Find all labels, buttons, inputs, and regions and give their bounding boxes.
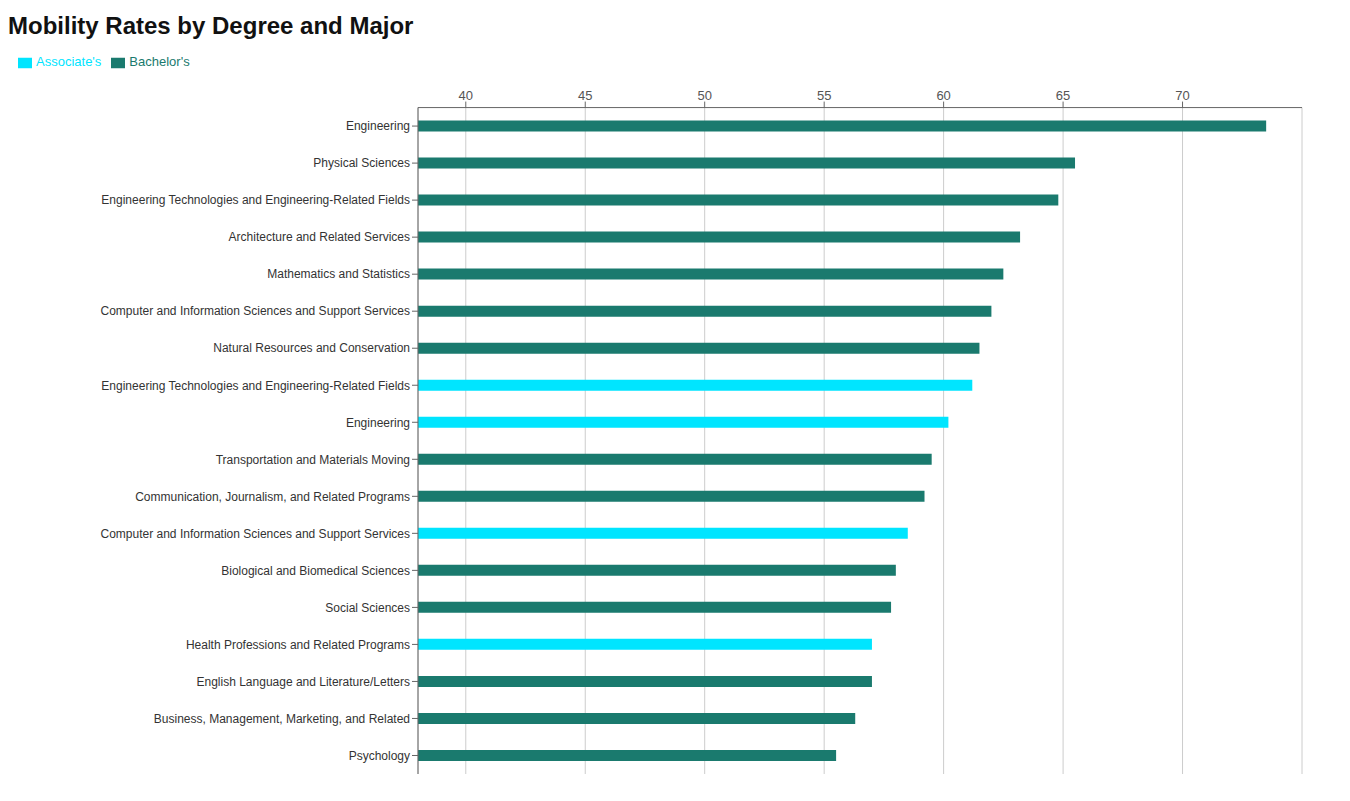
svg-text:Biological and Biomedical Scie: Biological and Biomedical Sciences bbox=[221, 564, 410, 578]
svg-text:Psychology: Psychology bbox=[349, 749, 410, 763]
svg-text:Natural Resources and Conserva: Natural Resources and Conservation bbox=[213, 341, 410, 355]
svg-text:55: 55 bbox=[817, 88, 831, 103]
svg-text:45: 45 bbox=[578, 88, 592, 103]
html-text:Mobility Rates by Degree and M: Mobility Rates by Degree and Major bbox=[8, 12, 414, 39]
svg-text:Engineering Technologies and E: Engineering Technologies and Engineering… bbox=[101, 193, 410, 207]
svg-text:Computer and Information Scien: Computer and Information Sciences and Su… bbox=[101, 304, 411, 318]
svg-text:Physical Sciences: Physical Sciences bbox=[313, 156, 410, 170]
html-text:Bachelor's: Bachelor's bbox=[129, 54, 190, 69]
svg-text:Mathematics and Statistics: Mathematics and Statistics bbox=[267, 267, 410, 281]
svg-text:Transportation and Materials M: Transportation and Materials Moving bbox=[216, 453, 410, 467]
svg-text:60: 60 bbox=[936, 88, 950, 103]
svg-text:Health Professions and Related: Health Professions and Related Programs bbox=[186, 638, 410, 652]
svg-text:English Language and Literatur: English Language and Literature/Letters bbox=[197, 675, 411, 689]
svg-text:Engineering Technologies and E: Engineering Technologies and Engineering… bbox=[101, 379, 410, 393]
svg-text:Computer and Information Scien: Computer and Information Sciences and Su… bbox=[101, 527, 411, 541]
svg-text:Communication, Journalism, and: Communication, Journalism, and Related P… bbox=[135, 490, 410, 504]
svg-text:Engineering: Engineering bbox=[346, 119, 410, 133]
html-text:Associate's: Associate's bbox=[36, 54, 102, 69]
svg-text:50: 50 bbox=[697, 88, 711, 103]
svg-text:Business, Management, Marketin: Business, Management, Marketing, and Rel… bbox=[154, 712, 410, 726]
svg-text:40: 40 bbox=[459, 88, 473, 103]
svg-text:65: 65 bbox=[1056, 88, 1070, 103]
svg-text:Social Sciences: Social Sciences bbox=[325, 601, 410, 615]
svg-text:70: 70 bbox=[1175, 88, 1189, 103]
svg-text:Architecture and Related Servi: Architecture and Related Services bbox=[229, 230, 410, 244]
svg-text:Engineering: Engineering bbox=[346, 416, 410, 430]
